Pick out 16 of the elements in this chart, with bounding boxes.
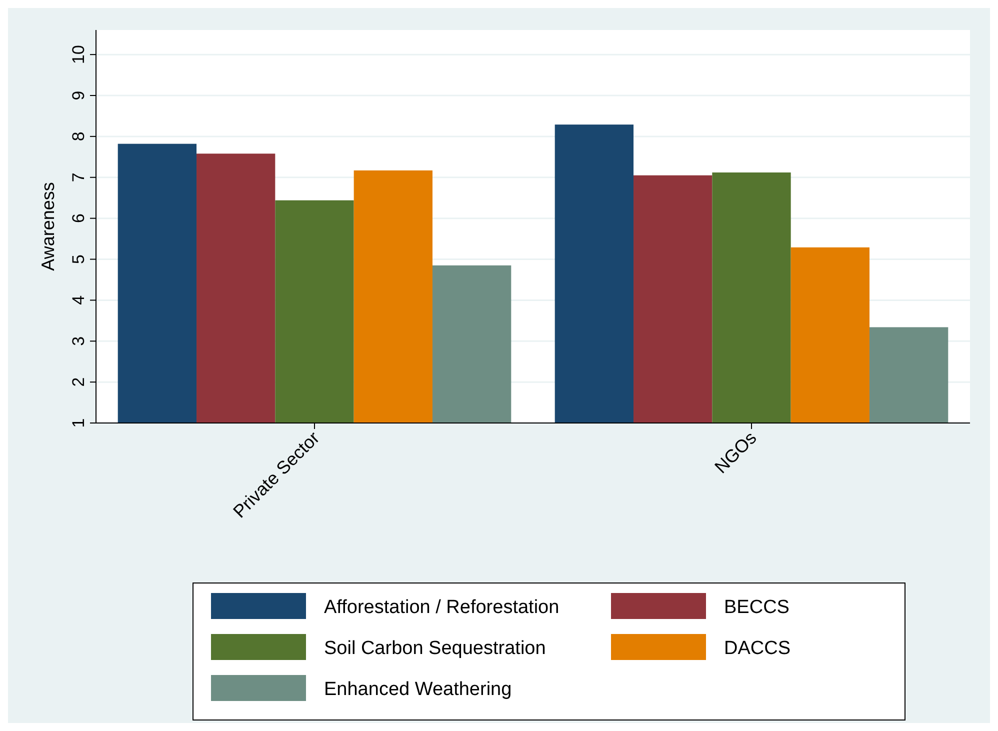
legend-label: BECCS xyxy=(724,597,790,618)
y-axis-title: Awareness xyxy=(38,182,58,271)
legend-label: DACCS xyxy=(724,638,791,659)
y-tick-label: 6 xyxy=(69,214,88,224)
y-tick-label: 9 xyxy=(69,90,88,100)
y-tick-label: 5 xyxy=(69,254,88,264)
y-tick-label: 7 xyxy=(69,172,88,182)
y-tick-label: 4 xyxy=(69,295,88,305)
y-tick-label: 1 xyxy=(69,418,88,428)
legend-label: Afforestation / Reforestation xyxy=(324,597,560,618)
y-tick-label: 3 xyxy=(69,336,88,346)
y-tick-label: 2 xyxy=(69,377,88,387)
legend-label: Enhanced Weathering xyxy=(324,679,512,700)
y-tick-label: 8 xyxy=(69,132,88,142)
legend-label: Soil Carbon Sequestration xyxy=(324,638,546,659)
y-tick-label: 10 xyxy=(69,45,88,64)
